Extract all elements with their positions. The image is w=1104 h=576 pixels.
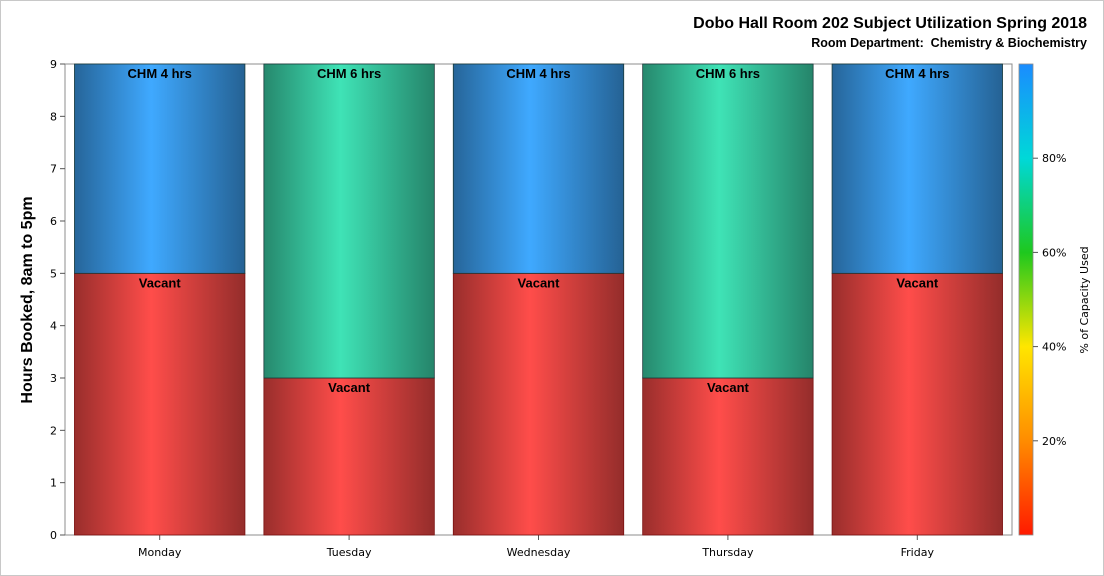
colorbar-ramp xyxy=(1018,63,1034,536)
bar-booked xyxy=(831,63,1003,274)
chart-subtitle: Room Department: Chemistry & Biochemistr… xyxy=(811,36,1087,50)
y-tick-label: 7 xyxy=(50,163,57,176)
bar-vacant xyxy=(642,377,814,536)
colorbar: 20% 40% 60% 80% xyxy=(1018,63,1066,536)
colorbar-tick-label: 40% xyxy=(1042,341,1066,354)
y-tick-label: 8 xyxy=(50,110,57,123)
bar-booked xyxy=(642,63,814,379)
chart-title: Dobo Hall Room 202 Subject Utilization S… xyxy=(693,15,1087,32)
y-tick-label: 2 xyxy=(50,424,57,437)
bar-booked xyxy=(74,63,246,274)
plot-area: 0 1 2 3 4 5 6 7 8 9 Monday Vacant CHM 4 hrs Tuesday Va… xyxy=(50,58,1013,559)
x-tick-label: Friday xyxy=(901,546,935,559)
bar-label-vacant: Vacant xyxy=(518,275,561,290)
bar-label-vacant: Vacant xyxy=(707,380,750,395)
y-tick-label: 1 xyxy=(50,477,57,490)
bar-label-booked: CHM 4 hrs xyxy=(128,66,192,81)
x-tick-label: Monday xyxy=(138,546,182,559)
x-tick-label: Thursday xyxy=(701,546,754,559)
bar-label-vacant: Vacant xyxy=(328,380,371,395)
y-tick-label: 5 xyxy=(50,267,57,280)
bar-label-booked: CHM 4 hrs xyxy=(885,66,949,81)
bar-label-booked: CHM 6 hrs xyxy=(696,66,760,81)
colorbar-tick-label: 80% xyxy=(1042,152,1066,165)
colorbar-tick-label: 60% xyxy=(1042,246,1066,259)
x-tick-label: Tuesday xyxy=(326,546,372,559)
bar-booked xyxy=(452,63,625,274)
bar-vacant xyxy=(263,377,435,536)
x-tick-label: Wednesday xyxy=(507,546,571,559)
bar-vacant xyxy=(831,272,1003,536)
bar-label-booked: CHM 4 hrs xyxy=(506,66,570,81)
bar-booked xyxy=(263,63,435,379)
bar-label-booked: CHM 6 hrs xyxy=(317,66,381,81)
bar-vacant xyxy=(74,272,246,536)
y-tick-label: 6 xyxy=(50,215,57,228)
y-axis-label: Hours Booked, 8am to 5pm xyxy=(19,196,36,403)
bar-label-vacant: Vacant xyxy=(139,275,182,290)
bar-vacant xyxy=(452,272,625,536)
bar-label-vacant: Vacant xyxy=(896,275,939,290)
y-tick-label: 3 xyxy=(50,372,57,385)
y-tick-label: 0 xyxy=(50,529,57,542)
y-tick-label: 9 xyxy=(50,58,57,71)
y-tick-label: 4 xyxy=(50,320,57,333)
colorbar-label: % of Capacity Used xyxy=(1078,246,1091,353)
colorbar-tick-label: 20% xyxy=(1042,435,1066,448)
